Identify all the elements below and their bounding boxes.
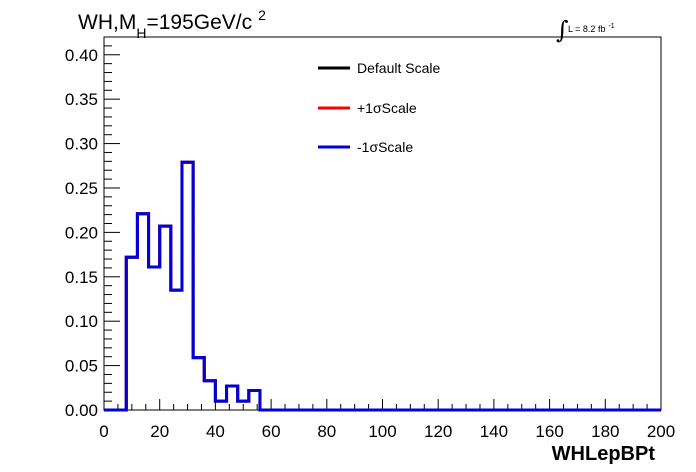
luminosity-label: L = 8.2 fb -1	[568, 23, 615, 34]
y-tick-label: 0.20	[65, 223, 98, 242]
x-tick-label: 40	[206, 422, 225, 441]
x-tick-label: 100	[368, 422, 396, 441]
x-tick-label: 180	[591, 422, 619, 441]
y-tick-label: 0.40	[65, 46, 98, 65]
luminosity-text: L = 8.2 fb	[568, 24, 605, 34]
legend-label: -1σScale	[357, 139, 413, 155]
series-line	[104, 160, 661, 412]
axis-tick-labels: 0 20 40 60 80 100 120 140 160 180 200 0.00 0.05 0.10 0…	[65, 46, 675, 441]
y-tick-label: 0.35	[65, 90, 98, 109]
y-tick-label: 0.25	[65, 179, 98, 198]
y-tick-label: 0.10	[65, 312, 98, 331]
y-tick-label: 0.05	[65, 357, 98, 376]
plot-frame	[103, 36, 662, 411]
x-tick-label: 20	[150, 422, 169, 441]
x-tick-label: 80	[317, 422, 336, 441]
title-prefix: WH,M	[78, 11, 136, 34]
y-tick-label: 0.00	[65, 401, 98, 420]
x-tick-label: 60	[262, 422, 281, 441]
title-superscript: 2	[258, 7, 266, 23]
y-tick-label: 0.30	[65, 135, 98, 154]
integral-symbol: ∫	[556, 16, 569, 44]
x-tick-label: 140	[480, 422, 508, 441]
legend-label: +1σScale	[357, 100, 417, 116]
x-tick-label: 200	[647, 422, 675, 441]
x-tick-label: 0	[99, 422, 108, 441]
x-axis-label: WHLepBPt	[552, 443, 656, 465]
title-subscript: H	[136, 25, 146, 41]
series-line	[104, 160, 661, 412]
legend-label: Default Scale	[357, 60, 440, 76]
y-tick-label: 0.15	[65, 268, 98, 287]
legend: Default Scale +1σScale -1σScale	[318, 60, 440, 155]
axis-ticks	[103, 36, 662, 411]
chart-title: WH,MH=195GeV/c 2	[78, 7, 266, 41]
series-line	[104, 160, 661, 412]
x-tick-label: 160	[535, 422, 563, 441]
luminosity-superscript: -1	[608, 23, 614, 30]
title-suffix: =195GeV/c	[146, 11, 252, 34]
series-lines	[104, 160, 661, 412]
x-tick-label: 120	[424, 422, 452, 441]
